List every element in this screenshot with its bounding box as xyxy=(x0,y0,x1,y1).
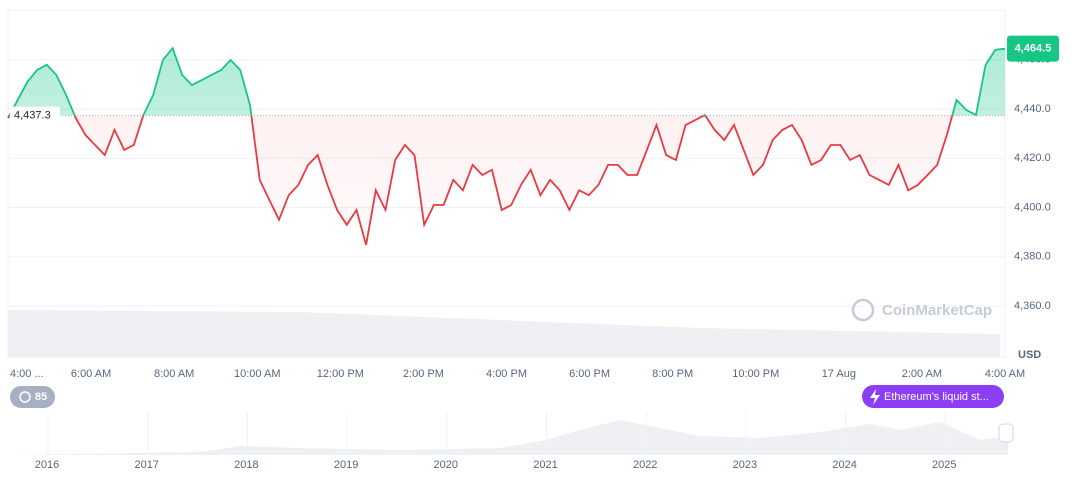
navigator-year: 2022 xyxy=(633,459,657,471)
watermark: CoinMarketCap xyxy=(851,298,992,322)
navigator-year: 2025 xyxy=(932,459,956,471)
navigator-year: 2020 xyxy=(434,459,458,471)
baseline-label: 4,437.3 xyxy=(14,110,51,122)
x-tick-label: 6:00 AM xyxy=(71,368,111,380)
x-tick-label: 6:00 PM xyxy=(569,368,610,380)
navigator-year: 2019 xyxy=(334,459,358,471)
x-tick-label: 2:00 AM xyxy=(902,368,942,380)
price-line-up xyxy=(8,46,1006,116)
navigator-year: 2021 xyxy=(533,459,557,471)
last-price-label: 4,464.5 xyxy=(1015,43,1052,55)
x-tick-label: 10:00 AM xyxy=(234,368,280,380)
navigator-year: 2016 xyxy=(35,459,59,471)
event-badge[interactable]: Ethereum's liquid st... xyxy=(862,385,1004,408)
currency-label: USD xyxy=(1018,349,1041,361)
baseline-label-bg xyxy=(10,106,60,124)
x-tick-label: 2:00 PM xyxy=(403,368,444,380)
event-text[interactable]: Ethereum's liquid st... xyxy=(884,391,989,403)
y-tick-label: 4,360.0 xyxy=(1014,300,1051,312)
y-tick-label: 4,440.0 xyxy=(1014,103,1051,115)
navigator-year: 2024 xyxy=(832,459,856,471)
area-up xyxy=(9,48,1005,116)
x-tick-label: 4:00 PM xyxy=(486,368,527,380)
y-tick-label: 4,380.0 xyxy=(1014,251,1051,263)
x-tick-label: 12:00 PM xyxy=(317,368,364,380)
comment-count[interactable]: 85 xyxy=(35,391,47,403)
y-tick-label: 4,400.0 xyxy=(1014,201,1051,213)
x-tick-label: 8:00 PM xyxy=(652,368,693,380)
volume-bars xyxy=(8,310,1000,357)
x-tick-label: 17 Aug xyxy=(822,368,856,380)
x-tick-label: 10:00 PM xyxy=(732,368,779,380)
navigator-year: 2017 xyxy=(134,459,158,471)
comment-badge[interactable]: 85 xyxy=(10,386,55,408)
y-tick-label: 4,420.0 xyxy=(1014,152,1051,164)
x-tick-label: 4:00 ... xyxy=(10,368,44,380)
x-tick-label: 4:00 AM xyxy=(985,368,1025,380)
navigator-year: 2023 xyxy=(733,459,757,471)
area-down xyxy=(8,115,1005,245)
price-line-down xyxy=(7,115,977,246)
last-price-badge xyxy=(1007,35,1059,62)
navigator-area xyxy=(8,420,1008,455)
watermark-text: CoinMarketCap xyxy=(882,302,992,319)
navigator xyxy=(8,412,1014,455)
navigator-handle[interactable] xyxy=(998,423,1014,443)
x-tick-label: 8:00 AM xyxy=(154,368,194,380)
navigator-year: 2018 xyxy=(234,459,258,471)
